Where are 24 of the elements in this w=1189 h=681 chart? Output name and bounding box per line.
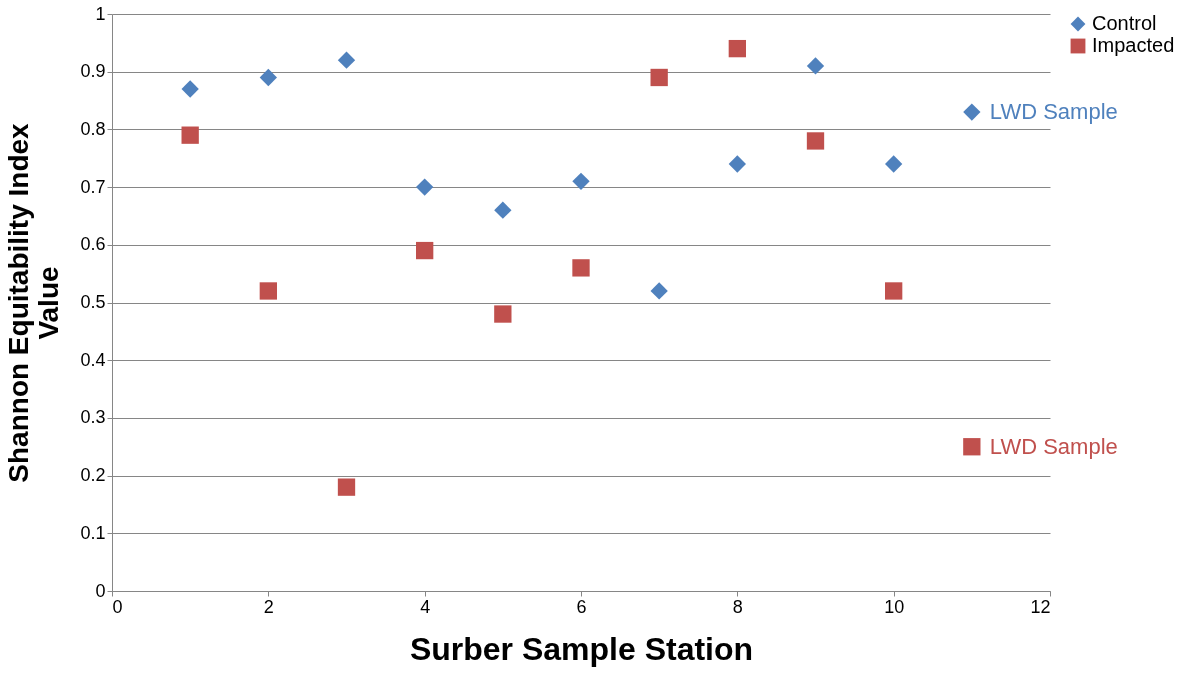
x-axis-title: Surber Sample Station [409,630,754,667]
annotation: LWD Sample [989,99,1118,125]
y-tick-label: 0.6 [80,234,106,255]
annotation: LWD Sample [989,433,1118,459]
x-tick-label: 4 [420,596,431,617]
y-tick-label: 0.4 [80,349,106,370]
x-tick-label: 12 [1030,596,1051,617]
legend-label: Control [1092,12,1157,34]
y-tick-label: 0.7 [80,176,106,197]
y-tick-label: 0.9 [80,61,106,82]
legend-label: Impacted [1092,34,1175,56]
x-tick-label: 2 [263,596,274,617]
y-tick-label: 0.8 [80,118,106,139]
y-tick-label: 0.1 [80,522,106,543]
y-tick-label: 0.5 [80,292,106,312]
y-tick-label: 0.2 [80,465,106,486]
y-tick-label: 0.3 [80,407,106,428]
x-tick-label: 8 [732,596,743,617]
y-tick-label: 0 [95,580,106,601]
y-axis-title: Shannon Equitability Index Value [3,122,65,483]
x-tick-label: 0 [112,596,123,617]
x-tick-label: 6 [576,596,587,617]
y-tick-label: 1 [95,3,106,24]
x-tick-label: 10 [884,596,905,617]
